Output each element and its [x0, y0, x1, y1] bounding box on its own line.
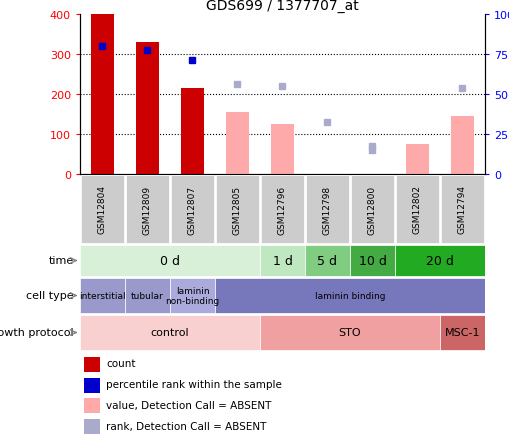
FancyBboxPatch shape: [261, 175, 303, 244]
Text: value, Detection Call = ABSENT: value, Detection Call = ABSENT: [106, 400, 271, 410]
FancyBboxPatch shape: [125, 278, 169, 313]
Text: GSM12802: GSM12802: [412, 185, 421, 234]
Text: percentile rank within the sample: percentile rank within the sample: [106, 379, 281, 389]
FancyBboxPatch shape: [84, 398, 99, 413]
Text: GSM12798: GSM12798: [322, 185, 331, 234]
FancyBboxPatch shape: [84, 357, 99, 372]
FancyBboxPatch shape: [80, 245, 259, 277]
FancyBboxPatch shape: [395, 175, 438, 244]
Text: GSM12809: GSM12809: [143, 185, 152, 234]
Text: 5 d: 5 d: [317, 254, 337, 267]
Bar: [181, 89, 204, 174]
Text: GSM12805: GSM12805: [233, 185, 242, 234]
FancyBboxPatch shape: [81, 175, 124, 244]
Text: GSM12804: GSM12804: [98, 185, 107, 234]
Text: count: count: [106, 358, 135, 368]
Text: GSM12800: GSM12800: [367, 185, 376, 234]
Text: 1 d: 1 d: [272, 254, 292, 267]
FancyBboxPatch shape: [440, 175, 483, 244]
FancyBboxPatch shape: [350, 245, 394, 277]
Text: STO: STO: [338, 328, 360, 338]
FancyBboxPatch shape: [305, 245, 349, 277]
Text: cell type: cell type: [26, 291, 73, 301]
Text: 10 d: 10 d: [358, 254, 386, 267]
FancyBboxPatch shape: [84, 419, 99, 434]
FancyBboxPatch shape: [440, 315, 484, 350]
FancyBboxPatch shape: [170, 278, 214, 313]
FancyBboxPatch shape: [394, 245, 484, 277]
Bar: [226, 113, 248, 174]
Text: MSC-1: MSC-1: [444, 328, 479, 338]
Bar: [91, 15, 114, 174]
Bar: [136, 43, 158, 174]
Text: GSM12807: GSM12807: [188, 185, 196, 234]
FancyBboxPatch shape: [215, 278, 484, 313]
Text: GSM12794: GSM12794: [457, 185, 466, 234]
Text: GSM12796: GSM12796: [277, 185, 287, 234]
Text: growth protocol: growth protocol: [0, 328, 73, 338]
Text: control: control: [150, 328, 189, 338]
Text: laminin
non-binding: laminin non-binding: [165, 286, 219, 305]
FancyBboxPatch shape: [126, 175, 169, 244]
FancyBboxPatch shape: [260, 245, 304, 277]
Bar: [450, 117, 473, 174]
FancyBboxPatch shape: [80, 278, 124, 313]
Text: laminin binding: laminin binding: [314, 291, 384, 300]
Text: interstitial: interstitial: [79, 291, 126, 300]
FancyBboxPatch shape: [350, 175, 393, 244]
FancyBboxPatch shape: [305, 175, 349, 244]
Title: GDS699 / 1377707_at: GDS699 / 1377707_at: [206, 0, 358, 13]
FancyBboxPatch shape: [171, 175, 214, 244]
Text: 20 d: 20 d: [425, 254, 453, 267]
FancyBboxPatch shape: [84, 378, 99, 393]
Bar: [406, 145, 428, 174]
Text: time: time: [48, 256, 73, 266]
Text: tubular: tubular: [131, 291, 163, 300]
FancyBboxPatch shape: [260, 315, 439, 350]
Text: 0 d: 0 d: [160, 254, 180, 267]
Bar: [271, 125, 293, 174]
FancyBboxPatch shape: [80, 315, 259, 350]
FancyBboxPatch shape: [215, 175, 259, 244]
Text: rank, Detection Call = ABSENT: rank, Detection Call = ABSENT: [106, 421, 266, 431]
